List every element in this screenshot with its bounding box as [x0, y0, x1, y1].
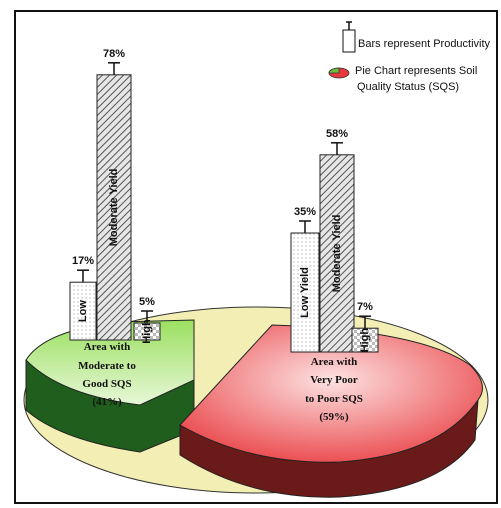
legend-bars-text: Bars represent Productivity [358, 38, 491, 50]
legend-pie-icon [328, 67, 350, 79]
legend-pie-text-2: Quality Status (SQS) [357, 81, 459, 93]
pie-label-green-3: Good SQS [82, 378, 131, 390]
bar-g1-0-category-label: Low Yield [299, 267, 311, 318]
bar-g1-2-value-label: 7% [357, 301, 373, 313]
pie-label-green-2: Moderate to [78, 360, 136, 372]
bar-g0-2-value-label: 5% [139, 296, 155, 308]
bar-g0-1-category-label: Moderate Yield [108, 169, 120, 247]
bar-g1-1-value-label: 58% [326, 128, 348, 140]
bar-g1-0-value-label: 35% [294, 206, 316, 218]
legend-pie-text-1: Pie Chart represents Soil [355, 65, 477, 77]
pie-label-red-4: (59%) [319, 411, 349, 423]
bar-g0-2-category-label: High [141, 319, 153, 344]
bar-g0-0-category-label: Low [77, 300, 89, 322]
legend-bar-icon [342, 21, 356, 53]
bar-g0-0-value-label: 17% [72, 255, 94, 267]
bars-layer: 17% Low 78% Moderate Yield 5% High 35% Low Yiel… [69, 48, 379, 353]
pie-chart [23, 306, 489, 498]
bar-g0-1-value-label: 78% [103, 48, 125, 60]
pie-label-green-4: (41%) [92, 396, 122, 408]
bar-g1-0 [290, 232, 320, 353]
pie-label-red-1: Area with [311, 356, 358, 368]
bar-g0-0 [69, 281, 97, 341]
bar-g0-1 [96, 74, 132, 341]
pie-slice-green [25, 319, 195, 406]
pie-label-green-1: Area with [84, 341, 131, 353]
bar-g1-1-category-label: Moderate Yield [331, 215, 343, 293]
pie-label-red-2: Very Poor [310, 374, 358, 386]
pie-label-red-3: to Poor SQS [305, 393, 363, 405]
bar-g1-2-category-label: High [359, 328, 371, 353]
pie-slice-red [179, 324, 483, 463]
legend: Bars represent Productivity Pie Chart re… [328, 21, 491, 93]
